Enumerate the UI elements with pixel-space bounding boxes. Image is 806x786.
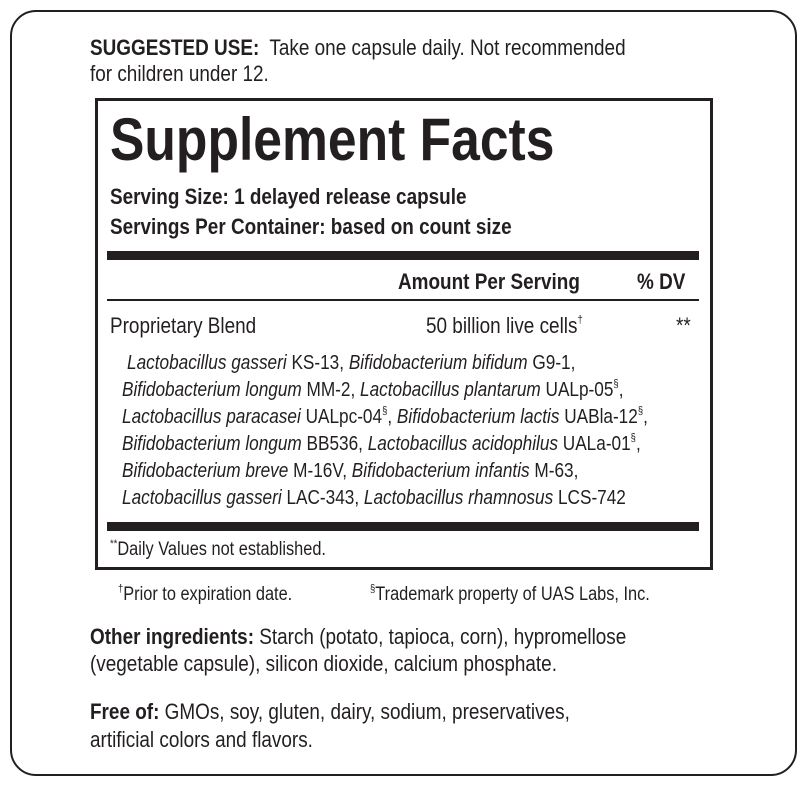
other-ingredients-line2: (vegetable capsule), silicon dioxide, ca…: [90, 651, 557, 676]
supplement-facts-panel: [95, 98, 713, 570]
servings-per-container: Servings Per Container: based on count s…: [110, 214, 512, 239]
strain-line: Bifidobacterium longum MM-2, Lactobacill…: [122, 378, 624, 401]
dv-note: **Daily Values not established.: [110, 538, 326, 560]
strain-line: Lactobacillus gasseri LAC-343, Lactobaci…: [122, 487, 626, 509]
suggested-use-line2: for children under 12.: [90, 61, 269, 86]
blend-amount: 50 billion live cells†: [426, 313, 583, 339]
free-of-line2: artificial colors and flavors.: [90, 727, 313, 752]
other-ingredients-line1: Other ingredients: Starch (potato, tapio…: [90, 624, 627, 649]
serving-size: Serving Size: 1 delayed release capsule: [110, 184, 467, 209]
free-of-line1: Free of: GMOs, soy, gluten, dairy, sodiu…: [90, 699, 570, 724]
suggested-use-line1: SUGGESTED USE: Take one capsule daily. N…: [90, 35, 626, 61]
facts-title: Supplement Facts: [110, 106, 555, 173]
strain-line: Lactobacillus gasseri KS-13, Bifidobacte…: [127, 352, 576, 374]
suggested-use-label: SUGGESTED USE:: [90, 35, 260, 60]
strain-line: Bifidobacterium breve M-16V, Bifidobacte…: [122, 460, 579, 482]
dagger-mark: †: [577, 314, 583, 326]
footnote-trademark: §Trademark property of UAS Labs, Inc.: [370, 583, 650, 605]
blend-dv: **: [676, 313, 691, 338]
footnote-dagger: †Prior to expiration date.: [118, 583, 293, 605]
thick-divider-bottom: [107, 522, 699, 531]
thick-divider: [107, 251, 699, 260]
header-dv: % DV: [637, 269, 686, 294]
thin-divider: [107, 299, 699, 301]
suggested-use-text: Take one capsule daily. Not recommended: [269, 35, 626, 60]
header-amount: Amount Per Serving: [398, 269, 580, 294]
blend-name: Proprietary Blend: [110, 313, 257, 338]
label-border: [10, 10, 797, 776]
strain-line: Bifidobacterium longum BB536, Lactobacil…: [122, 432, 641, 455]
blend-amount-value: 50 billion live cells: [426, 313, 578, 338]
strain-line: Lactobacillus paracasei UALpc-04§, Bifid…: [122, 405, 648, 428]
